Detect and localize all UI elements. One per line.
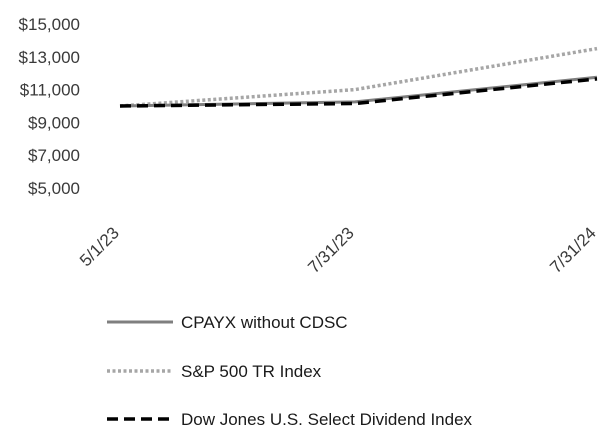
x-tick-label: 7/31/24 <box>546 223 600 277</box>
y-axis: $15,000 $13,000 $11,000 $9,000 $7,000 $5,000 <box>19 15 80 198</box>
legend-label: Dow Jones U.S. Select Dividend Index <box>181 410 473 429</box>
series-lines <box>119 46 598 108</box>
x-tick-label: 5/1/23 <box>76 223 123 270</box>
y-tick-label: $11,000 <box>20 81 80 100</box>
series-line-dow-jones-u-s-select-dividend-index <box>119 77 598 108</box>
series-line-s-p-500-tr-index <box>119 46 598 108</box>
x-tick-label: 7/31/23 <box>304 223 358 277</box>
y-tick-label: $15,000 <box>19 15 80 34</box>
legend-label: CPAYX without CDSC <box>181 313 348 332</box>
y-tick-label: $13,000 <box>19 48 80 67</box>
x-axis: 5/1/23 7/31/23 7/31/24 <box>76 223 600 277</box>
y-tick-label: $5,000 <box>28 179 80 198</box>
legend: CPAYX without CDSC S&P 500 TR Index Dow Jo… <box>107 313 473 429</box>
y-tick-label: $7,000 <box>28 146 80 165</box>
y-tick-label: $9,000 <box>28 113 80 132</box>
legend-label: S&P 500 TR Index <box>181 362 322 381</box>
